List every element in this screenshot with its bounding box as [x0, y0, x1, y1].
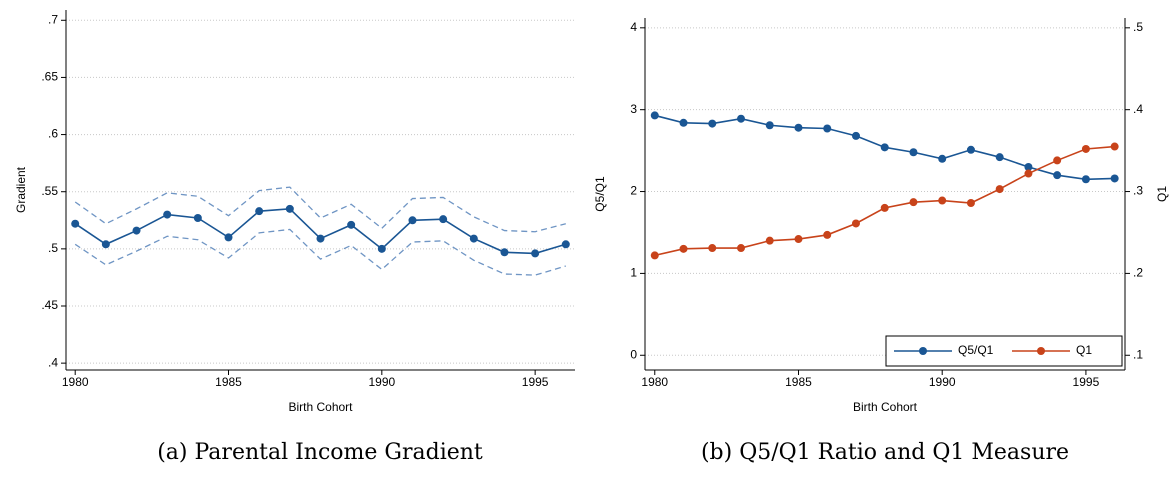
marker: [439, 215, 448, 224]
marker: [1024, 169, 1033, 178]
y2-tick-label: .2: [1133, 266, 1143, 280]
marker: [561, 240, 570, 249]
x-tick-label: 1995: [1073, 375, 1100, 389]
marker: [966, 199, 975, 208]
series-line: [74, 208, 567, 255]
marker: [500, 248, 509, 257]
x-tick-label: 1990: [929, 375, 956, 389]
y-tick-label: .4: [48, 355, 58, 369]
y-tick-label: 3: [630, 102, 637, 116]
marker: [679, 118, 688, 127]
marker: [101, 240, 110, 249]
marker: [995, 153, 1004, 162]
marker: [285, 204, 294, 213]
marker: [316, 234, 325, 243]
y2-tick-label: .4: [1133, 102, 1143, 116]
x-tick-label: 1990: [368, 375, 395, 389]
x-tick-label: 1980: [62, 375, 89, 389]
marker: [880, 203, 889, 212]
marker: [255, 207, 264, 216]
x-axis-label: Birth Cohort: [853, 400, 918, 414]
marker: [737, 244, 745, 253]
x-tick-label: 1985: [785, 375, 812, 389]
legend-marker: [1037, 347, 1045, 355]
marker: [909, 198, 918, 207]
marker: [823, 124, 832, 133]
marker: [794, 123, 803, 132]
legend-label: Q5/Q1: [958, 343, 994, 357]
series-line: [74, 186, 566, 233]
marker: [224, 233, 233, 242]
marker: [1053, 156, 1062, 165]
marker: [880, 143, 889, 152]
y-axis-label: Gradient: [14, 166, 28, 213]
marker: [938, 154, 947, 163]
marker: [1024, 162, 1033, 171]
marker: [347, 220, 356, 229]
x-tick-label: 1980: [641, 375, 668, 389]
marker: [531, 249, 540, 258]
marker: [708, 244, 717, 253]
marker: [469, 234, 478, 243]
marker: [794, 235, 803, 244]
y-tick-label: 2: [630, 184, 637, 198]
marker: [650, 111, 659, 120]
y2-tick-label: .5: [1133, 20, 1143, 34]
marker: [851, 131, 860, 140]
y-tick-label: .45: [41, 298, 58, 312]
marker: [909, 148, 918, 157]
y2-tick-label: .3: [1133, 184, 1143, 198]
y2-tick-label: .1: [1133, 347, 1143, 361]
marker: [851, 219, 860, 228]
marker: [132, 226, 141, 235]
y-tick-label: 1: [630, 266, 637, 280]
marker: [765, 121, 774, 130]
legend: Q5/Q1 Q1: [885, 335, 1123, 367]
marker: [1081, 144, 1090, 153]
marker: [679, 244, 688, 253]
marker: [1053, 171, 1062, 180]
x-axis-label: Birth Cohort: [288, 400, 353, 414]
y-tick-label: 4: [630, 20, 637, 34]
marker: [1110, 174, 1119, 183]
marker: [193, 214, 202, 222]
caption: (b) Q5/Q1 Ratio and Q1 Measure: [701, 440, 1069, 465]
marker: [71, 219, 80, 228]
marker: [938, 196, 947, 205]
y-tick-label: .7: [48, 12, 58, 26]
marker: [1110, 142, 1119, 151]
marker: [1081, 175, 1090, 184]
marker: [765, 236, 774, 245]
y-tick-label: .6: [48, 127, 58, 141]
y2-axis-label: Q1: [1155, 186, 1169, 202]
marker: [408, 216, 417, 225]
marker: [163, 210, 172, 219]
marker: [737, 114, 745, 123]
marker: [823, 230, 832, 239]
legend-marker: [919, 347, 927, 355]
caption: (a) Parental Income Gradient: [157, 440, 483, 465]
marker: [966, 145, 975, 154]
y-tick-label: .5: [48, 241, 58, 255]
y-tick-label: 0: [630, 347, 637, 361]
marker: [650, 251, 659, 260]
y-tick-label: .55: [41, 184, 58, 198]
x-tick-label: 1995: [522, 375, 549, 389]
legend-label: Q1: [1076, 343, 1092, 357]
y-axis-label: Q5/Q1: [593, 176, 607, 212]
marker: [995, 185, 1004, 194]
y-tick-label: .65: [41, 70, 58, 84]
marker: [377, 244, 386, 253]
marker: [708, 119, 717, 128]
series-line: [654, 145, 1115, 257]
series-line: [74, 228, 566, 276]
x-tick-label: 1985: [215, 375, 242, 389]
